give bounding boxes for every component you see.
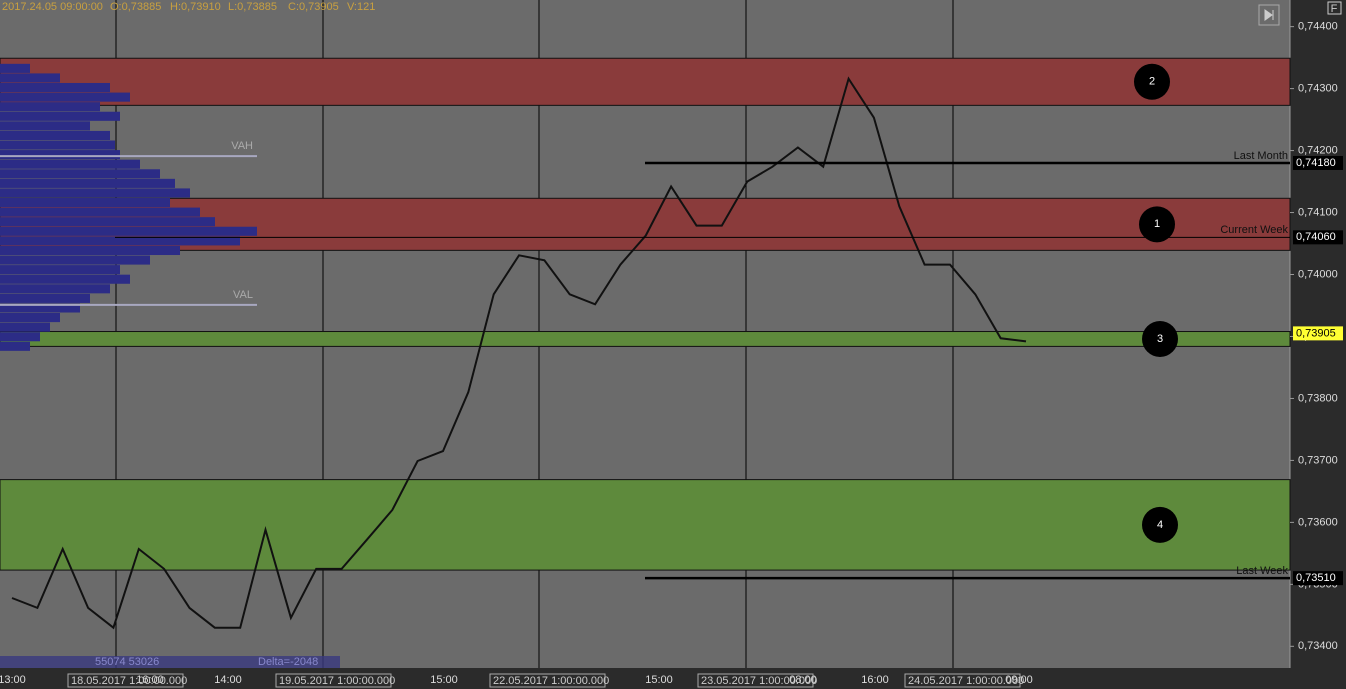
date-box (697, 673, 814, 688)
date-label: 23.05.2017 1:00:00.000 (701, 675, 817, 687)
profile-bar (0, 198, 170, 208)
y-tick-label: 0,74000 (1298, 268, 1338, 280)
profile-bar (0, 245, 180, 256)
date-box (67, 673, 184, 688)
y-tick-label: 0,74300 (1298, 83, 1338, 95)
scroll-end-button[interactable] (1258, 4, 1280, 26)
profile-bar (0, 63, 30, 73)
zone (0, 331, 1291, 347)
date-label: 19.05.2017 1:00:00.000 (279, 675, 395, 687)
f-button-label: F (1331, 3, 1338, 15)
profile-bar (0, 265, 120, 275)
level-tag (1293, 155, 1343, 170)
profile-bar (0, 111, 120, 121)
zone-marker (1142, 506, 1178, 543)
header-field: L:0,73885 (228, 1, 277, 13)
time-axis (0, 668, 1290, 689)
date-label: 24.05.2017 1:00:00.000 (908, 675, 1024, 687)
profile-bar (0, 207, 200, 217)
date-label: 22.05.2017 1:00:00.000 (493, 675, 609, 687)
profile-bar (0, 92, 130, 102)
header-field: C:0,73905 (288, 1, 339, 13)
profile-bar (0, 102, 100, 112)
level-name: Current Week (1220, 224, 1288, 236)
x-tick-label: 15:00 (430, 674, 458, 686)
date-box (489, 673, 606, 688)
zone-label: 3 (1157, 333, 1163, 345)
stats-box (0, 656, 340, 668)
y-tick-label: 0,74400 (1298, 21, 1338, 33)
level-name: Last Month (1234, 150, 1288, 162)
zone-marker (1139, 206, 1175, 243)
zone (0, 57, 1291, 106)
x-tick-label: 13:00 (0, 674, 26, 686)
profile-bar (0, 341, 30, 351)
volume-stats: 55074 53026 (95, 656, 159, 668)
profile-bar (0, 159, 140, 169)
level-name: Last Week (1236, 565, 1288, 577)
profile-bar (0, 82, 110, 93)
level-price: 0,74180 (1296, 157, 1336, 169)
y-tick-label: 0,73800 (1298, 392, 1338, 404)
level-price: 0,74060 (1296, 231, 1336, 243)
x-tick-label: 14:00 (214, 674, 242, 686)
y-tick-label: 0,74200 (1298, 144, 1338, 156)
profile-bar (0, 284, 110, 294)
price-line (11, 76, 1027, 630)
zone (0, 479, 1291, 571)
value-area-label: VAH (231, 140, 253, 152)
profile-bar (0, 169, 160, 179)
profile-bar (0, 226, 257, 236)
f-button[interactable] (1327, 1, 1342, 15)
profile-bar (0, 121, 90, 131)
y-tick-label: 0,73400 (1298, 640, 1338, 652)
level-tag (1293, 230, 1343, 245)
header-field: H:0,73910 (170, 1, 221, 13)
zone-marker (1134, 63, 1170, 100)
profile-bar (0, 73, 60, 83)
current-price-tag (1293, 326, 1343, 341)
profile-bar (0, 140, 115, 150)
profile-bar (0, 332, 40, 342)
zone-label: 1 (1154, 218, 1160, 230)
zone-label: 2 (1149, 76, 1155, 88)
y-tick-label: 0,73700 (1298, 454, 1338, 466)
level-price: 0,73510 (1296, 572, 1336, 584)
profile-bar (0, 130, 110, 140)
x-tick-label: 16:00 (861, 674, 889, 686)
current-price-label: 0,73905 (1296, 327, 1336, 339)
delta: Delta=-2048 (258, 656, 318, 668)
profile-bar (0, 322, 50, 332)
x-tick-label: 09:00 (1005, 674, 1033, 686)
x-tick-label: 15:00 (645, 674, 673, 686)
profile-bar (0, 274, 130, 284)
header-field: 2017.24.05 09:00:00 (2, 1, 103, 13)
profile-bar (0, 303, 80, 313)
profile-bar (0, 313, 60, 323)
y-tick-label: 0,73600 (1298, 516, 1338, 528)
x-tick-label: 16:00 (136, 674, 164, 686)
x-tick-label: 08:00 (789, 674, 817, 686)
date-box (904, 673, 1021, 688)
profile-bar (0, 293, 90, 303)
profile-bar (0, 188, 190, 198)
zone-label: 4 (1157, 519, 1163, 531)
y-tick-label: 0,74100 (1298, 206, 1338, 218)
header-field: V:121 (347, 1, 375, 13)
profile-bar (0, 217, 215, 227)
profile-bar (0, 150, 120, 160)
profile-bar (0, 236, 240, 246)
date-label: 18.05.2017 1:00:00.000 (71, 675, 187, 687)
level-tag (1293, 571, 1343, 586)
header-field: O:0,73885 (110, 1, 161, 13)
profile-bar (0, 178, 175, 188)
profile-bar (0, 255, 150, 265)
zone-marker (1142, 320, 1178, 357)
date-box (275, 673, 392, 688)
value-area-label: VAL (233, 289, 253, 301)
scroll-end-icon (1264, 9, 1274, 21)
